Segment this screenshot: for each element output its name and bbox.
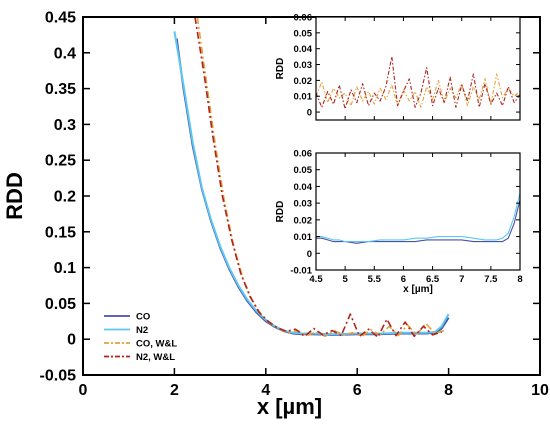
inset-bottom-ytick-label: 0.05 — [294, 165, 313, 176]
inset-bottom-xtick-label: 7 — [459, 274, 464, 285]
main-ytick-label: 0.15 — [45, 224, 76, 241]
inset-top-ytick-label: 0.01 — [294, 92, 313, 103]
inset-top-ytick-label: 0.02 — [294, 76, 313, 87]
inset-bottom-x-axis-title: x [µm] — [403, 284, 433, 295]
inset-top-ytick-label: 0.04 — [294, 44, 313, 55]
inset-bottom-ytick-label: 0 — [307, 249, 312, 260]
main-ytick-label: 0.35 — [45, 81, 76, 98]
main-ytick-label: 0.25 — [45, 153, 76, 170]
inset-top-ytick-label: 0.06 — [294, 13, 313, 24]
inset-bottom: -0.01 0 0.01 0.02 0.03 0.04 0.05 0.06 4.5 5 5.5 6 6.… — [275, 149, 523, 296]
inset-bottom-y-axis-title: RDD — [275, 201, 286, 223]
main-ytick-label: 0 — [67, 332, 76, 349]
inset-top-ytick-label: 0.03 — [294, 60, 313, 71]
main-x-axis-title: x [µm] — [257, 394, 322, 419]
inset-top-y-axis-title: RDD — [275, 58, 286, 80]
inset-bottom-xtick-label: 6 — [401, 274, 406, 285]
legend-label: N2, W&L — [136, 352, 175, 363]
inset-bottom-background — [316, 153, 520, 270]
inset-bottom-frame — [315, 152, 521, 271]
main-legend: CO N2 CO, W&L N2, W&L — [104, 312, 177, 363]
inset-bottom-ytick-label: 0.06 — [294, 149, 313, 160]
inset-top: 0 0.01 0.02 0.03 0.04 0.05 0.06 RDD — [275, 13, 521, 121]
inset-bottom-xtick-label: 5 — [342, 274, 348, 285]
inset-bottom-xtick-label: 4.5 — [309, 274, 323, 285]
inset-bottom-series-n2 — [316, 192, 521, 243]
legend-label: CO, W&L — [136, 339, 177, 350]
inset-bottom-ytick-label: 0.01 — [294, 232, 313, 243]
legend-label: N2 — [136, 325, 148, 336]
main-ytick-label: 0.3 — [54, 117, 76, 134]
inset-bottom-xtick-label: 7.5 — [484, 274, 498, 285]
main-ytick-label: 0.1 — [54, 260, 76, 277]
inset-bottom-series-co — [316, 199, 521, 244]
inset-bottom-ytick-label: 0.04 — [294, 182, 313, 193]
main-xtick-label: 6 — [353, 382, 362, 399]
main-ytick-label: -0.05 — [40, 368, 77, 385]
main-xtick-label: 8 — [444, 382, 453, 399]
inset-bottom-xtick-label: 6.5 — [426, 274, 440, 285]
inset-top-series-n2-w-l — [315, 56, 521, 110]
main-ytick-label: 0.45 — [45, 10, 76, 27]
inset-bottom-xtick-label: 5.5 — [368, 274, 382, 285]
legend-label: CO — [136, 312, 150, 323]
main-ytick-label: 0.2 — [54, 189, 76, 206]
main-xtick-label: 0 — [79, 382, 88, 399]
main-ytick-label: 0.05 — [45, 296, 76, 313]
inset-bottom-xtick-label: 8 — [517, 274, 522, 285]
main-series-group — [173, 17, 450, 338]
inset-bottom-ytick-label: 0.03 — [294, 199, 313, 210]
main-xtick-label: 2 — [170, 382, 179, 399]
main-xtick-label: 10 — [531, 382, 549, 399]
main-ytick-label: 0.4 — [54, 45, 76, 62]
inset-top-background — [316, 17, 520, 120]
inset-bottom-ytick-label: 0.02 — [294, 215, 313, 226]
main-y-axis-title: RDD — [2, 172, 27, 220]
main-series-n2-w-l — [194, 17, 442, 338]
main-xtick-label: 4 — [261, 382, 270, 399]
inset-top-frame — [315, 16, 521, 121]
inset-top-ytick-label: 0 — [307, 108, 312, 119]
inset-bottom-ytick-label: -0.01 — [290, 266, 312, 277]
inset-top-ytick-label: 0.05 — [294, 28, 313, 39]
